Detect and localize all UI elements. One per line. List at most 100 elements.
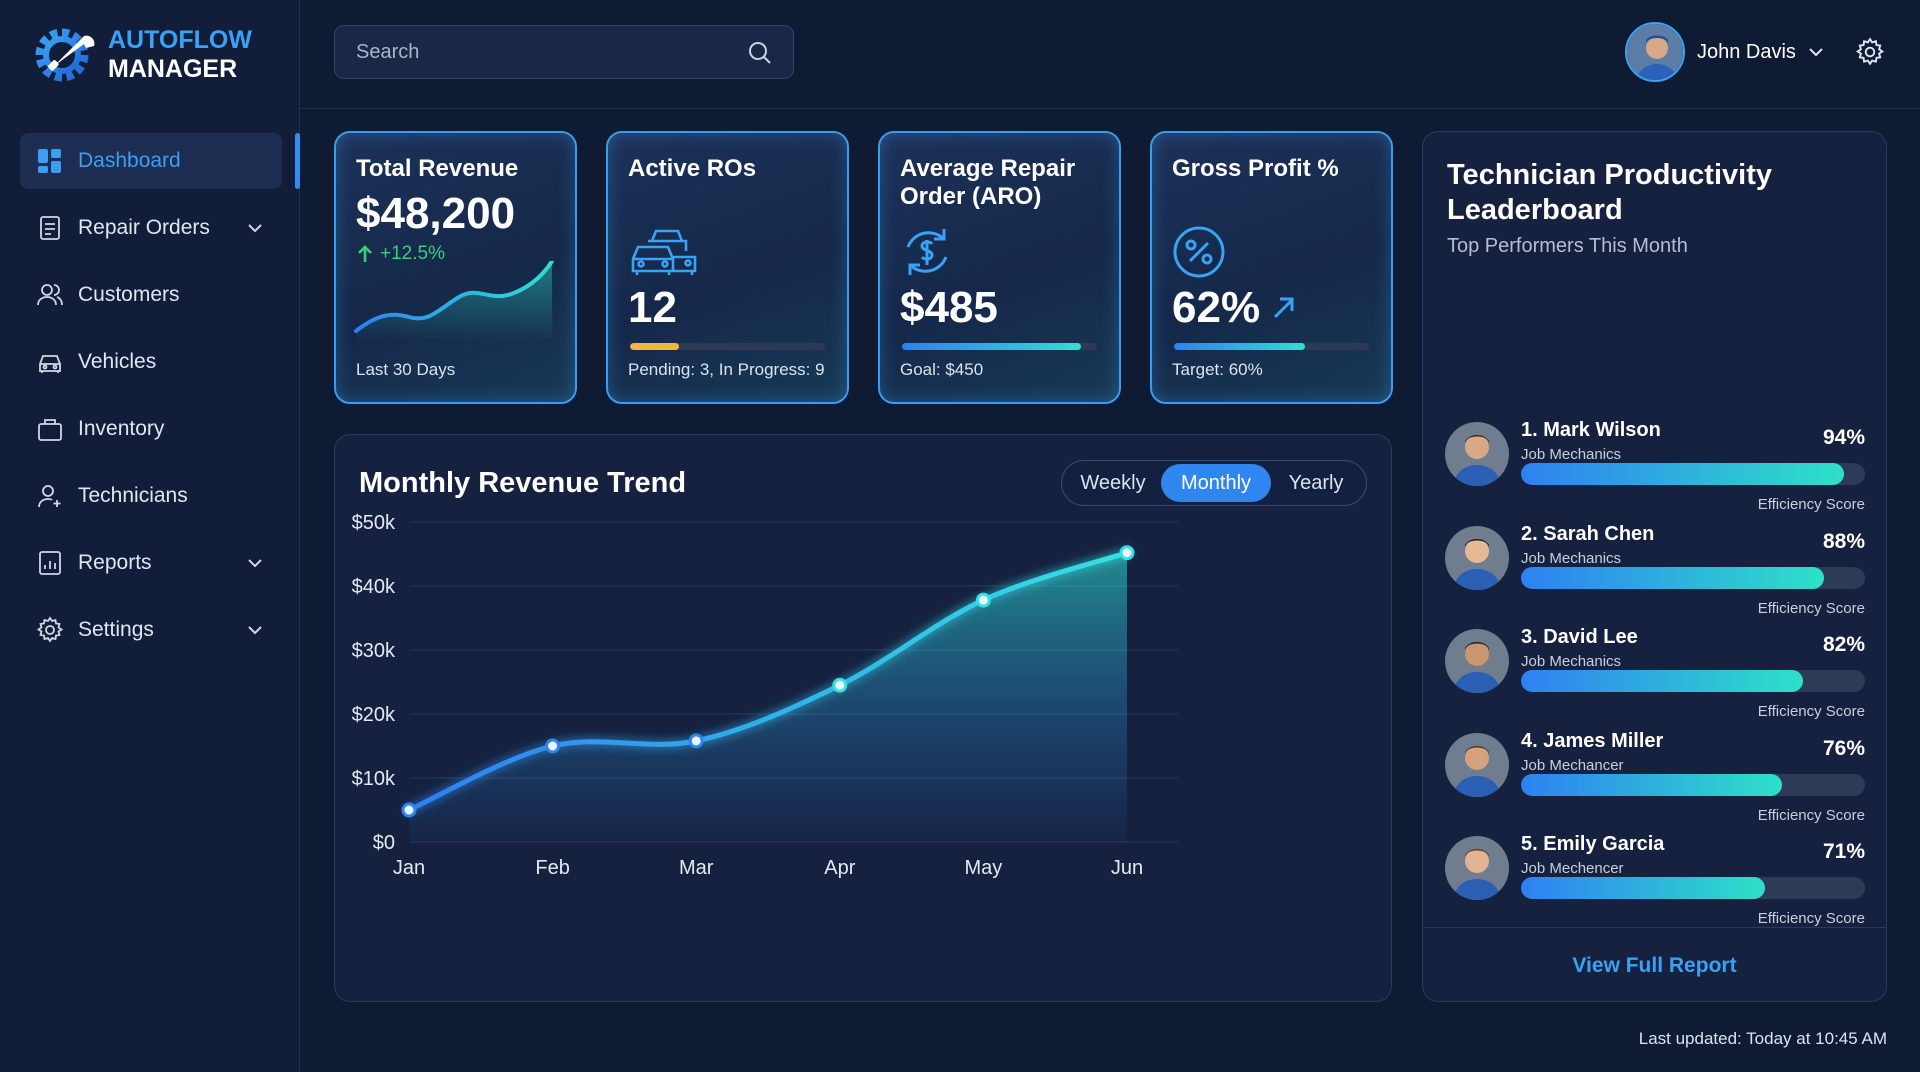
sidebar-item-label: Technicians — [78, 484, 188, 507]
efficiency-bar — [1521, 773, 1865, 796]
leaderboard-subtitle: Top Performers This Month — [1447, 235, 1688, 257]
period-weekly-button[interactable]: Weekly — [1080, 471, 1146, 494]
x-tick-label: Feb — [535, 857, 569, 879]
sidebar-item-repair-orders[interactable]: Repair Orders — [20, 200, 282, 256]
period-yearly-button[interactable]: Yearly — [1288, 471, 1344, 494]
cars-icon — [631, 229, 697, 275]
efficiency-bar — [1521, 670, 1865, 692]
revenue-chart-panel: $0 $10k $20k $30k $40k $50k Jan Feb Mar Apr May Jun… — [334, 434, 1392, 1002]
sidebar: AUTOFLOW MANAGER Dashboard Repair Orders — [0, 0, 300, 1072]
leaderboard-row[interactable]: 3. David Lee Job Mechanics 82% Efficiency S… — [1445, 626, 1865, 741]
brand-logo[interactable]: AUTOFLOW MANAGER — [32, 22, 252, 88]
technician-name: 3. David Lee — [1521, 626, 1638, 648]
kpi-subtext: Goal: $450 — [900, 360, 984, 379]
data-point — [1119, 545, 1135, 561]
x-tick-label: Apr — [824, 857, 855, 879]
sidebar-item-label: Dashboard — [78, 149, 181, 172]
chart-title: Monthly Revenue Trend — [359, 467, 687, 499]
avatar — [1445, 732, 1509, 797]
efficiency-percent: 88% — [1822, 529, 1865, 553]
efficiency-score-label: Efficiency Score — [1757, 496, 1865, 513]
y-tick-label: $0 — [373, 832, 395, 854]
kpi-progress-bar — [630, 343, 825, 350]
view-full-report-link[interactable]: View Full Report — [1572, 954, 1737, 977]
kpi-title: Active ROs — [628, 155, 757, 182]
sidebar-item-customers[interactable]: Customers — [20, 267, 282, 323]
sidebar-item-label: Vehicles — [78, 350, 157, 373]
user-menu[interactable]: John Davis — [1625, 22, 1824, 82]
technician-name: 5. Emily Garcia — [1521, 833, 1665, 855]
kpi-progress-fill — [630, 343, 679, 350]
leaderboard-row[interactable]: 4. James Miller Job Mechancer 76% Efficienc… — [1445, 730, 1865, 845]
kpi-value-row: 62% — [1172, 283, 1298, 333]
technician-photo-icon — [1445, 422, 1509, 486]
kpi-card-gross-profit[interactable]: Gross Profit % 62% Target: 60% — [1150, 131, 1393, 404]
technician-role: Job Mechancer — [1521, 756, 1624, 774]
period-monthly-button[interactable]: Monthly — [1161, 464, 1271, 502]
series-line — [406, 550, 1130, 813]
y-tick-label: $50k — [352, 512, 396, 534]
avatar[interactable] — [1625, 22, 1685, 82]
brand-name: AUTOFLOW MANAGER — [108, 26, 252, 84]
technician-role: Job Mechanics — [1521, 549, 1622, 567]
x-tick-label: May — [965, 857, 1003, 879]
technician-role: Job Mechanics — [1521, 653, 1622, 670]
kpi-card-total-revenue[interactable]: Total Revenue $48,200 +12.5% Last 30 Day… — [334, 131, 577, 404]
settings-gear-icon[interactable] — [1855, 37, 1885, 67]
sidebar-item-reports[interactable]: Reports — [20, 535, 282, 591]
sidebar-item-inventory[interactable]: Inventory — [20, 401, 282, 457]
sidebar-item-settings[interactable]: Settings — [20, 602, 282, 658]
user-avatar-icon — [1627, 24, 1683, 80]
box-icon — [38, 419, 62, 441]
users-icon — [37, 284, 63, 306]
technician-name: 2. Sarah Chen — [1521, 522, 1655, 545]
technician-photo-icon — [1445, 836, 1509, 900]
efficiency-score-label: Efficiency Score — [1757, 599, 1865, 617]
kpi-card-aro[interactable]: Average Repair Order (ARO) $485 Goal: $4… — [878, 131, 1121, 404]
sidebar-item-label: Repair Orders — [78, 216, 210, 239]
kpi-subtext: Last 30 Days — [356, 360, 456, 379]
search-input[interactable] — [335, 26, 793, 78]
x-tick-label: Mar — [679, 857, 714, 879]
revenue-sparkline — [354, 261, 554, 341]
dollar-cycle-icon — [906, 229, 948, 275]
y-tick-label: $20k — [352, 704, 396, 726]
gear-icon — [36, 616, 64, 643]
kpi-progress-bar — [902, 343, 1097, 350]
technician-name: 1. Mark Wilson — [1521, 419, 1661, 441]
y-tick-label: $40k — [352, 576, 396, 598]
sidebar-item-dashboard[interactable]: Dashboard — [20, 133, 300, 189]
brand-line2: MANAGER — [108, 55, 238, 83]
leaderboard-row[interactable]: 5. Emily Garcia Job Mechencer 71% Efficienc… — [1445, 833, 1865, 948]
document-icon — [40, 216, 60, 240]
x-tick-label: Jan — [393, 857, 425, 879]
leaderboard-row[interactable]: 2. Sarah Chen Job Mechanics 88% Efficiency … — [1445, 523, 1865, 638]
chevron-down-icon — [248, 559, 262, 568]
arrow-up-icon — [358, 245, 372, 262]
efficiency-percent: 76% — [1822, 736, 1865, 760]
data-point — [832, 677, 848, 693]
search-icon[interactable] — [747, 40, 773, 66]
efficiency-score-label: Efficiency Score — [1757, 910, 1865, 927]
sidebar-item-technicians[interactable]: Technicians — [20, 468, 282, 524]
wrench-gear-logo-icon — [35, 28, 95, 82]
x-tick-label: Jun — [1111, 857, 1143, 879]
efficiency-bar-fill — [1521, 773, 1783, 796]
sidebar-item-vehicles[interactable]: Vehicles — [20, 334, 282, 390]
sidebar-item-label: Reports — [78, 551, 152, 574]
data-point — [401, 802, 417, 818]
technician-role: Job Mechanics — [1521, 446, 1622, 463]
kpi-title: Total Revenue — [356, 155, 519, 182]
efficiency-bar-fill — [1521, 566, 1824, 589]
leaderboard-row[interactable]: 1. Mark Wilson Job Mechanics 94% Efficiency… — [1445, 419, 1865, 534]
user-name: John Davis — [1697, 40, 1796, 63]
avatar — [1445, 422, 1509, 486]
avatar — [1445, 629, 1509, 693]
efficiency-percent: 71% — [1822, 840, 1865, 863]
kpi-title: Average Repair Order (ARO) — [900, 155, 1076, 210]
kpi-progress-fill — [1174, 343, 1305, 350]
kpi-subtext: Pending: 3, In Progress: 9 — [628, 360, 825, 379]
kpi-card-active-ros[interactable]: Active ROs 12 Pending: 3, In Progress: 9 — [606, 131, 849, 404]
technician-name: 4. James Miller — [1521, 729, 1664, 752]
kpi-value: $48,200 — [356, 189, 516, 238]
